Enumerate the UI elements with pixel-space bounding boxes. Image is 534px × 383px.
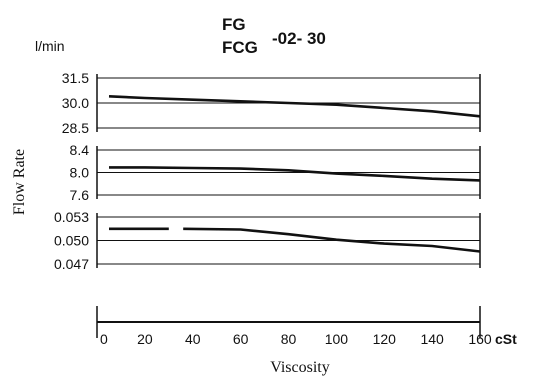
- x-unit-label: cSt: [495, 331, 517, 347]
- chart-panels: 31.5 30.0 28.5 8.4 8.0 7.6 0.053 0.050 0.047: [54, 70, 481, 272]
- x-tick-label: 0: [100, 331, 108, 347]
- title-line2-prefix: FCG: [222, 38, 258, 57]
- x-axis-label: Viscosity: [270, 359, 329, 376]
- panel-top: 31.5 30.0 28.5: [62, 70, 481, 136]
- y-tick-label: 0.047: [54, 256, 89, 272]
- y-tick-label: 28.5: [62, 120, 89, 136]
- x-tick-label: 160: [468, 331, 492, 347]
- y-tick-label: 30.0: [62, 95, 89, 111]
- y-tick-label: 8.4: [70, 142, 90, 158]
- unit-label: l/min: [35, 38, 65, 54]
- x-tick-label: 40: [185, 331, 201, 347]
- series-line: [108, 95, 481, 118]
- y-tick-label: 31.5: [62, 70, 89, 86]
- panel-middle: 8.4 8.0 7.6: [70, 142, 481, 203]
- x-tick-label: 120: [373, 331, 397, 347]
- x-tick-label: 80: [281, 331, 297, 347]
- y-axis-label: Flow Rate: [11, 149, 28, 215]
- x-tick-label: 20: [137, 331, 153, 347]
- x-tick-label: 100: [325, 331, 349, 347]
- x-tick-label: 60: [233, 331, 249, 347]
- title-line2-suffix: -02- 30: [272, 29, 326, 48]
- series-line: [109, 166, 481, 182]
- x-tick-label: 140: [420, 331, 444, 347]
- series-line: [109, 227, 481, 253]
- y-tick-label: 0.050: [54, 233, 89, 249]
- y-tick-label: 8.0: [70, 165, 90, 181]
- y-tick-label: 7.6: [70, 187, 90, 203]
- panel-bottom: 0.053 0.050 0.047: [54, 209, 481, 272]
- title-line1: FG: [222, 15, 246, 34]
- x-axis: 0 20 40 60 80 100 120 140 160: [96, 306, 492, 347]
- y-tick-label: 0.053: [54, 209, 89, 225]
